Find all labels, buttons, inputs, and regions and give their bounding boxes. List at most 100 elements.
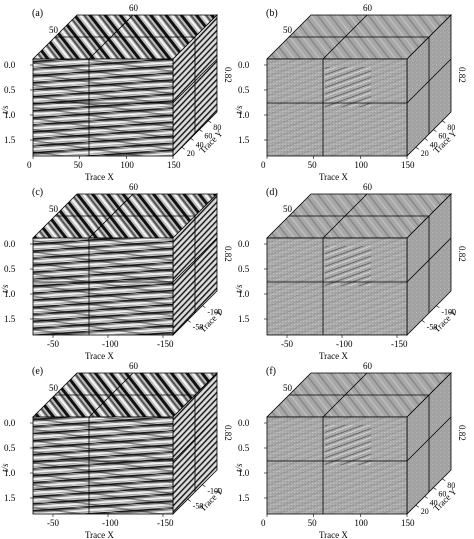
top-left-tick-label: 50 [283,204,293,214]
front-frame [32,416,174,515]
t-tick-label: 1.5 [4,314,16,324]
y-tick [181,146,185,150]
y-tick [415,146,419,150]
right-tick-label: 0.82 [457,67,467,83]
t-tick-label: 1.5 [4,135,16,145]
t-tick-label: 1.0 [4,110,16,120]
y-tick [208,120,212,124]
t-tick-label: 1.5 [238,493,250,503]
panels-layer: (a) 60 50 0.82 0.0 0.5 1.0 1.5 t/s 0 50 100 150 Trace… [0,3,467,539]
y-tick [424,496,428,499]
top-left-tick-label: 50 [49,25,59,35]
y-tick-label: 40 [430,140,438,149]
y-tick-label: -50 [193,501,204,510]
front-face-texture [33,417,173,514]
t-tick-label: 0.5 [4,264,16,274]
y-tick-label: 80 [447,123,455,132]
top-left-tick-label: 50 [49,204,59,214]
x-tick-label: 100 [354,160,368,170]
y-tick-label: -100 [441,308,456,317]
x-axis-label: Trace X [319,530,348,539]
top-left-tick-label: 50 [283,25,293,35]
y-tick [442,120,446,124]
x-tick-label: -50 [47,518,59,528]
right-tick-label: 0.82 [223,67,233,83]
x-tick-label: 50 [308,518,318,528]
y-tick [199,129,203,132]
x-tick-label: -100 [102,518,119,528]
t-tick-label: 1.5 [238,135,250,145]
t-tick-label: 1.0 [4,468,16,478]
right-tick-label: 0.82 [223,425,233,441]
right-tick-label: 0.82 [223,246,233,262]
t-tick-label: 0.5 [4,443,16,453]
t-tick-label: 0.0 [4,60,16,70]
x-tick-label: 0 [261,518,266,528]
t-tick-label: 0.0 [238,60,250,70]
front-frame [266,237,408,336]
y-tick [436,305,440,308]
t-tick-label: 1.0 [238,289,250,299]
x-axis-label: Trace X [319,351,348,361]
front-face-texture [33,59,173,156]
x-tick-label: -100 [102,339,119,349]
t-axis-label: t/s [0,463,10,472]
x-tick-label: 100 [120,160,134,170]
x-axis-label: Trace X [319,172,348,182]
y-tick-label: 40 [430,498,438,507]
x-tick-label: 100 [354,518,368,528]
panel-label: (d) [266,187,278,198]
top-tick-label: 60 [363,361,373,371]
y-tick [187,499,191,502]
y-tick-label: 20 [187,149,195,158]
y-tick-label: 60 [204,132,212,141]
front-frame [32,237,174,336]
x-tick-label: 50 [308,160,318,170]
t-tick-label: 1.0 [4,289,16,299]
y-tick [442,478,446,482]
t-tick-label: 0.0 [4,418,16,428]
y-tick-label: -50 [193,322,204,331]
t-axis-label: t/s [234,284,244,293]
x-tick-label: 0 [261,160,266,170]
t-axis-label: t/s [0,284,10,293]
t-tick-label: 0.5 [238,264,250,274]
x-tick-label: 150 [167,160,181,170]
y-tick [202,484,206,487]
top-tick-label: 60 [129,361,139,371]
panel-label: (e) [32,366,43,377]
x-tick-label: -100 [336,339,353,349]
y-tick [202,305,206,308]
y-tick-label: 20 [421,149,429,158]
t-axis-label: t/s [234,463,244,472]
top-tick-label: 60 [363,182,373,192]
top-tick-label: 60 [363,3,373,13]
t-tick-label: 0.5 [4,85,16,95]
t-axis-label: t/s [0,105,10,114]
y-tick [190,138,194,141]
y-tick-label: -100 [207,308,222,317]
t-tick-label: 1.5 [238,314,250,324]
y-tick-label: 60 [438,132,446,141]
t-tick-label: 0.0 [4,239,16,249]
top-tick-label: 60 [129,3,139,13]
panel-a: (a) 60 50 0.82 0.0 0.5 1.0 1.5 t/s 0 50 100 150 Trace… [0,3,233,182]
t-tick-label: 0.0 [238,418,250,428]
y-tick-label: 80 [447,481,455,490]
t-tick-label: 0.5 [238,85,250,95]
y-tick-label: 60 [438,490,446,499]
residual-event [325,425,371,465]
panel-b: (b) 60 50 0.82 0.0 0.5 1.0 1.5 t/s 0 50 100 150 Trace… [234,3,467,182]
top-tick-label: 60 [129,182,139,192]
panel-label: (b) [266,8,278,19]
y-tick [433,129,437,132]
y-tick [421,320,425,323]
x-tick-label: -150 [157,339,174,349]
x-tick-label: -50 [47,339,59,349]
top-left-tick-label: 50 [283,383,293,393]
front-frame [266,58,408,157]
x-tick-label: 150 [401,518,415,528]
